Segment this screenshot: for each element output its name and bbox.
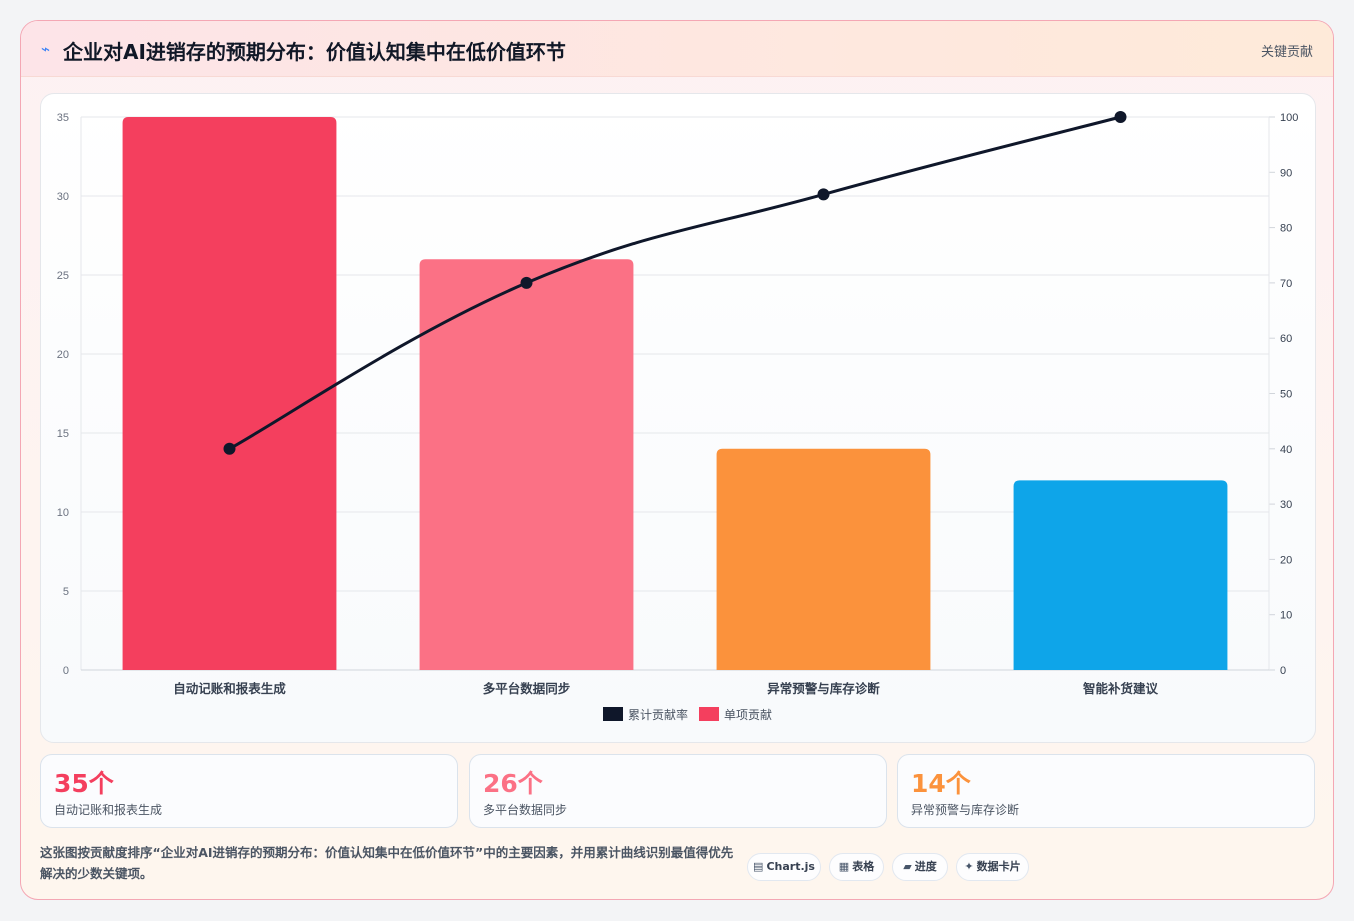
x-tick-label: 自动记账和报表生成 bbox=[173, 681, 286, 696]
stat-value: 14个 bbox=[911, 769, 971, 798]
chip-label: 进度 bbox=[914, 860, 937, 873]
y-left-tick-label: 0 bbox=[63, 665, 69, 677]
chip-table[interactable]: ▦ 表格 bbox=[829, 853, 884, 881]
x-tick-label: 多平台数据同步 bbox=[483, 681, 571, 696]
x-tick-label: 异常预警与库存诊断 bbox=[767, 681, 880, 696]
y-right-tick-label: 10 bbox=[1280, 610, 1292, 622]
y-right-tick-label: 50 bbox=[1280, 389, 1292, 401]
stat-label: 异常预警与库存诊断 bbox=[911, 803, 1020, 817]
cumulative-line bbox=[228, 115, 1121, 451]
chip-chartjs[interactable]: ▤ Chart.js bbox=[747, 853, 821, 881]
cumulative-point bbox=[520, 276, 533, 289]
card-header: ⌁ 企业对AI进销存的预期分布：价值认知集中在低价值环节 关键贡献 bbox=[21, 21, 1333, 77]
chip-progress[interactable]: ▰ 进度 bbox=[892, 853, 948, 881]
stat-label: 自动记账和报表生成 bbox=[54, 803, 163, 817]
legend-label: 累计贡献率 bbox=[628, 707, 688, 722]
cumulative-point bbox=[817, 188, 830, 201]
bar bbox=[122, 117, 337, 670]
y-left-tick-label: 25 bbox=[57, 270, 69, 282]
y-left-tick-label: 5 bbox=[63, 586, 69, 598]
chip-data-card[interactable]: ✦ 数据卡片 bbox=[956, 853, 1029, 881]
stat-card: 26个 多平台数据同步 bbox=[469, 754, 887, 828]
stat-card: 35个 自动记账和报表生成 bbox=[40, 754, 458, 828]
y-right-tick-label: 70 bbox=[1280, 278, 1292, 290]
y-right-tick-label: 90 bbox=[1280, 167, 1292, 179]
y-right-tick-label: 100 bbox=[1280, 112, 1298, 124]
chip-label: 数据卡片 bbox=[976, 860, 1021, 873]
y-right-tick-label: 30 bbox=[1280, 499, 1292, 511]
chart-panel: 0 5 10 15 20 25 30 35 0 10 20 30 40 50 60 70 80 90 100 自动记账… bbox=[40, 93, 1316, 743]
legend-swatch bbox=[699, 707, 719, 721]
table-icon: ▦ bbox=[838, 860, 850, 873]
y-left-tick-label: 35 bbox=[57, 112, 69, 124]
y-left-tick-label: 10 bbox=[57, 507, 69, 519]
legend-label: 单项贡献 bbox=[724, 707, 772, 722]
y-right-tick-label: 0 bbox=[1280, 665, 1286, 677]
stat-value: 35个 bbox=[54, 769, 114, 798]
y-left-tick-label: 30 bbox=[57, 191, 69, 203]
bar bbox=[419, 259, 634, 670]
chart-description: 这张图按贡献度排序“企业对AI进销存的预期分布：价值认知集中在低价值环节”中的主… bbox=[40, 845, 734, 881]
y-right-tick-label: 60 bbox=[1280, 333, 1292, 345]
chip-label: Chart.js bbox=[766, 860, 815, 873]
y-right-tick-label: 80 bbox=[1280, 223, 1292, 235]
chart-icon: ▤ bbox=[753, 860, 764, 873]
stat-value: 26个 bbox=[483, 769, 543, 798]
progress-icon: ▰ bbox=[903, 860, 912, 873]
bar bbox=[1013, 480, 1228, 670]
header-tag: 关键贡献 bbox=[1260, 45, 1313, 60]
y-right-tick-label: 20 bbox=[1280, 554, 1292, 566]
y-left-tick-label: 20 bbox=[57, 349, 69, 361]
y-right-tick-label: 40 bbox=[1280, 444, 1292, 456]
pareto-chart: 0 5 10 15 20 25 30 35 0 10 20 30 40 50 60 70 80 90 100 自动记账… bbox=[57, 111, 1298, 722]
cumulative-point bbox=[223, 442, 236, 455]
data-card-icon: ✦ bbox=[964, 860, 974, 873]
stat-card: 14个 异常预警与库存诊断 bbox=[897, 754, 1315, 828]
chip-label: 表格 bbox=[852, 860, 875, 873]
legend-swatch bbox=[603, 707, 623, 721]
y-left-tick-label: 15 bbox=[57, 428, 69, 440]
stat-label: 多平台数据同步 bbox=[483, 803, 568, 817]
sparkline-icon: ⌁ bbox=[41, 40, 51, 58]
x-tick-label: 智能补货建议 bbox=[1082, 681, 1159, 696]
bar bbox=[716, 448, 931, 670]
cumulative-point bbox=[1114, 111, 1127, 123]
chart-card: ⌁ 企业对AI进销存的预期分布：价值认知集中在低价值环节 关键贡献 0 5 10 15… bbox=[20, 20, 1334, 900]
page-title: 企业对AI进销存的预期分布：价值认知集中在低价值环节 bbox=[63, 40, 566, 64]
